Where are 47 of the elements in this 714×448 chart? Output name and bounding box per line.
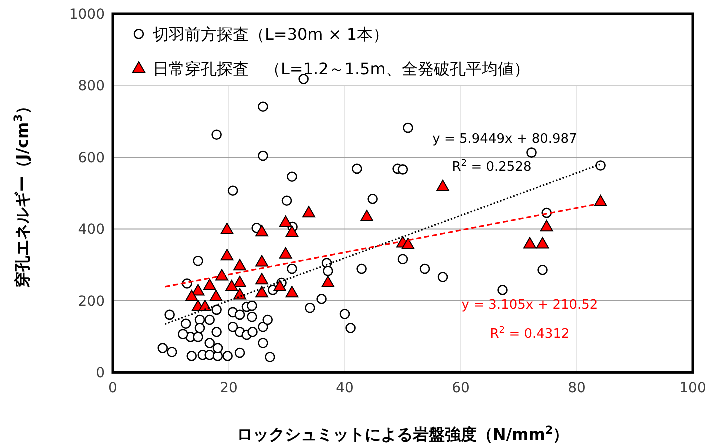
x-axis-title: ロックシュミットによる岩盤強度（N/mm$^{2}$）	[236, 424, 570, 444]
point	[234, 276, 247, 288]
point	[436, 180, 450, 192]
x-tick-label: 40	[336, 380, 354, 397]
point	[256, 255, 269, 267]
legend-label: 切羽前方探査（L=30m × 1本）	[153, 25, 390, 44]
legend-label: 日常穿孔探査 （L=1.2～1.5m、全発破孔平均値）	[153, 60, 530, 79]
point	[192, 284, 205, 296]
point	[279, 247, 292, 259]
point	[198, 300, 212, 312]
annotation: R$^{2}$ = 0.4312	[490, 326, 570, 342]
point	[185, 290, 198, 302]
point	[234, 259, 247, 271]
point	[524, 237, 537, 249]
point	[279, 216, 292, 228]
point	[594, 194, 608, 206]
point	[360, 210, 374, 222]
point	[203, 278, 216, 290]
x-tick-label: 80	[568, 380, 586, 397]
x-tick-label: 0	[108, 380, 118, 397]
point	[402, 238, 415, 250]
y-tick-label: 200	[78, 294, 105, 310]
y-tick-label: 1000	[69, 7, 105, 23]
annotation: y = 5.9449x + 80.987	[432, 132, 578, 147]
annotation: R$^{2}$ = 0.2528	[452, 159, 532, 175]
point	[286, 226, 299, 238]
point	[220, 222, 234, 234]
y-tick-label: 400	[78, 222, 105, 238]
y-tick-label: 800	[78, 78, 105, 95]
point	[286, 286, 299, 298]
point	[302, 206, 316, 218]
point	[256, 286, 269, 298]
annotation: y = 3.105x + 210.52	[462, 298, 598, 313]
point	[220, 249, 234, 261]
x-tick-label: 20	[220, 380, 238, 397]
y-tick-label: 0	[96, 366, 105, 382]
point	[225, 280, 238, 292]
y-tick-label: 600	[78, 150, 105, 166]
point	[210, 290, 223, 302]
point	[256, 225, 269, 237]
point	[536, 237, 550, 249]
point	[274, 280, 287, 292]
point	[540, 220, 554, 232]
x-tick-label: 60	[452, 380, 470, 397]
point	[322, 276, 335, 288]
x-tick-label: 100	[680, 380, 706, 397]
point	[256, 273, 269, 285]
